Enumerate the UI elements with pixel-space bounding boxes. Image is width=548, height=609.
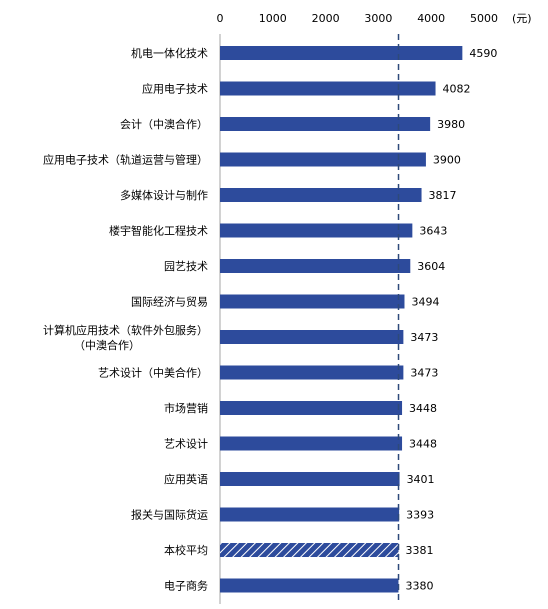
bar [220, 46, 463, 60]
bar [220, 259, 411, 273]
category-label: 应用电子技术 [142, 82, 208, 96]
x-tick-label: 0 [217, 12, 224, 25]
category-label: 应用英语 [164, 472, 208, 486]
category-label: 报关与国际货运 [131, 508, 208, 522]
data-label: 3473 [410, 367, 438, 380]
data-label: 3817 [429, 189, 457, 202]
bars: 4590 机电一体化技术 4082 应用电子技术 3980 会计（中澳合作） 3900 应用电… [43, 46, 497, 593]
x-tick-label: 2000 [312, 12, 340, 25]
category-label: 多媒体设计与制作 [120, 188, 208, 202]
category-label: 艺术设计（中美合作） [98, 366, 208, 380]
category-label: 应用电子技术（轨道运营与管理） [43, 153, 208, 167]
data-label: 3381 [406, 544, 434, 557]
data-label: 3643 [419, 225, 447, 238]
bar [220, 401, 403, 415]
bar [220, 223, 413, 238]
category-label: 会计（中澳合作） [120, 117, 208, 131]
bar [220, 294, 405, 309]
data-label: 4590 [469, 47, 497, 60]
category-label: 计算机应用技术（软件外包服务）（中澳合作） [43, 323, 208, 352]
category-label: 楼宇智能化工程技术 [109, 224, 208, 238]
category-label: 市场营销 [164, 401, 208, 415]
data-label: 3604 [417, 260, 445, 273]
category-label: 电子商务 [164, 579, 208, 593]
data-label: 4082 [443, 83, 471, 96]
data-label: 3401 [407, 473, 435, 486]
category-label: 园艺技术 [164, 260, 208, 273]
x-tick-label: 1000 [259, 12, 287, 25]
bar [220, 365, 404, 380]
axis-unit-label: (元) [512, 12, 532, 25]
bar [220, 152, 426, 167]
category-label: 机电一体化技术 [131, 46, 208, 60]
bar [220, 188, 422, 202]
bar [220, 507, 400, 522]
category-label: 艺术设计 [164, 438, 208, 451]
data-label: 3473 [410, 331, 438, 344]
x-tick-label: 4000 [417, 12, 445, 25]
bar [220, 81, 436, 96]
bar [220, 117, 431, 131]
x-tick-label: 3000 [364, 12, 392, 25]
category-label: 本校平均 [164, 543, 208, 557]
bar [220, 330, 404, 344]
bar [220, 436, 403, 451]
bar-average [220, 543, 399, 557]
bar [220, 578, 399, 593]
data-label: 3380 [405, 580, 433, 593]
data-label: 3980 [437, 118, 465, 131]
x-tick-label: 5000 [470, 12, 498, 25]
data-label: 3393 [406, 509, 434, 522]
bar [220, 472, 400, 486]
data-label: 3448 [409, 438, 437, 451]
category-label: 国际经济与贸易 [131, 295, 208, 309]
data-label: 3494 [411, 296, 439, 309]
data-label: 3448 [409, 402, 437, 415]
data-label: 3900 [433, 154, 461, 167]
